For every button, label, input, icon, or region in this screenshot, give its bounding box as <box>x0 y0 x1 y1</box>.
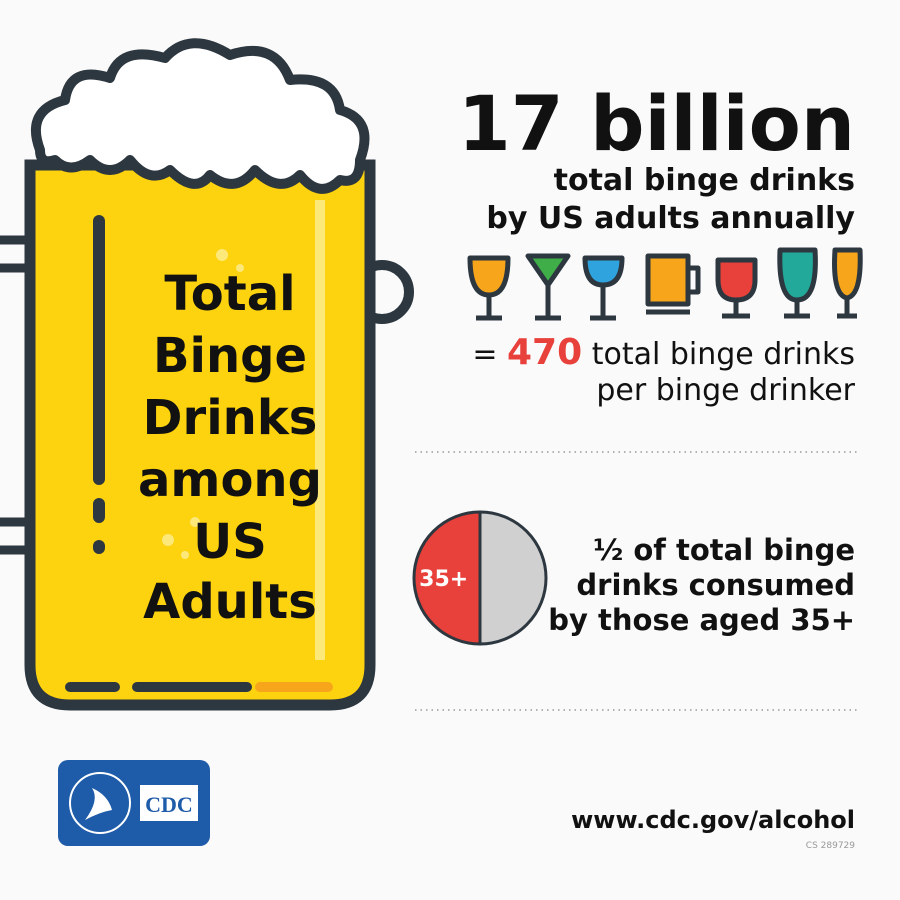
equals: = <box>472 337 497 372</box>
half-text: drinks consumed <box>576 568 855 602</box>
cdc-box <box>140 785 198 821</box>
mug-title-line: among <box>138 452 322 508</box>
bubbles <box>162 249 244 559</box>
half-text: by those aged 35+ <box>548 603 855 637</box>
pie-slice <box>412 510 482 646</box>
hhs-eagle <box>85 788 112 820</box>
per-drinker-text: total binge drinks <box>592 337 855 372</box>
pie-chart: 35+ <box>412 510 548 646</box>
headline: 17 billion <box>458 79 855 168</box>
logo-text: CDC <box>145 792 193 817</box>
drink-icons <box>467 247 863 321</box>
mug-stripe <box>255 682 333 692</box>
mug-stripes <box>65 215 252 692</box>
headline-sub: by US adults annually <box>486 201 855 236</box>
hhs-seal <box>69 772 131 834</box>
per-drinker-number: 470 <box>507 332 582 373</box>
code: CS 289729 <box>806 841 855 851</box>
mug-title-line: Total <box>164 266 295 322</box>
mug-body <box>24 159 376 711</box>
headline-sub: total binge drinks <box>554 163 855 198</box>
mug-title-line: Drinks <box>143 390 318 446</box>
mug-title-line: Binge <box>153 328 307 384</box>
pie-slice <box>478 510 548 646</box>
per-drinker-text: per binge drinker <box>596 373 855 408</box>
mug-title: Total Binge Drinks among US Adults <box>138 266 322 630</box>
url: www.cdc.gov/alcohol <box>571 806 855 834</box>
mug-title-line: US <box>193 514 267 570</box>
logo-box <box>58 760 210 846</box>
pie-label: 35+ <box>419 567 468 592</box>
per-drinker: = 470 total binge drinks <box>472 332 855 373</box>
half-text: ½ of total binge <box>593 533 855 567</box>
mug-shine <box>315 200 325 660</box>
mug-title-line: Adults <box>143 574 317 630</box>
foam <box>31 38 370 194</box>
